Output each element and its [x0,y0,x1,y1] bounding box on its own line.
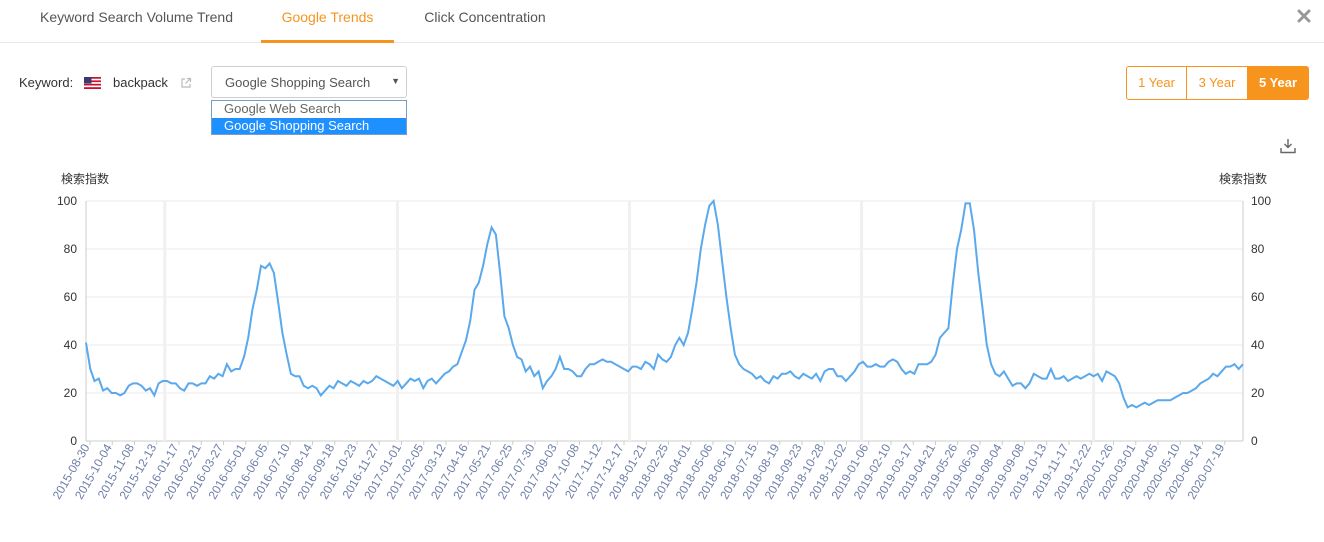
download-icon[interactable] [1279,137,1297,155]
external-link-icon[interactable] [180,77,192,89]
range-3-year-button[interactable]: 3 Year [1187,66,1248,100]
time-range-group: 1 Year 3 Year 5 Year [1126,66,1309,100]
tab-google-trends[interactable]: Google Trends [261,0,394,43]
range-1-year-button[interactable]: 1 Year [1126,66,1187,100]
y-tick-label-right: 60 [1251,290,1265,304]
close-icon[interactable] [1294,6,1314,26]
y-tick-label-left: 80 [64,242,78,256]
y-tick-label-right: 100 [1251,194,1271,208]
option-google-web-search[interactable]: Google Web Search [224,101,341,116]
y-axis-ticks: 0 0 20 20 40 40 60 60 80 80 100 100 [57,194,1271,448]
year-boundary-band [1092,201,1096,441]
keyword-label: Keyword: [19,75,74,90]
y-axis-label-left: 検索指数 [61,171,109,186]
y-tick-label-right: 0 [1251,434,1258,448]
keyword-value: backpack [113,75,168,90]
series-line [85,198,1244,409]
search-source-selected: Google Shopping Search [225,75,371,90]
year-boundary-band [396,201,399,441]
chevron-down-icon: ▼ [391,76,400,86]
year-boundary-band [860,201,864,441]
y-tick-label-right: 80 [1251,242,1265,256]
search-source-dropdown: Google Web Search Google Shopping Search [211,100,407,135]
y-tick-label-left: 40 [64,338,78,352]
option-google-shopping-search[interactable]: Google Shopping Search [212,118,406,134]
y-tick-label-right: 40 [1251,338,1265,352]
us-flag-icon [84,77,101,89]
search-source-select[interactable]: Google Shopping Search ▼ [211,66,407,98]
y-tick-label-left: 100 [57,194,77,208]
tab-bar: Keyword Search Volume Trend Google Trend… [0,0,1324,43]
y-tick-label-right: 20 [1251,386,1265,400]
year-boundary-band [628,201,632,441]
year-boundary-bands [163,201,1096,441]
y-axis-label-right: 検索指数 [1219,171,1267,186]
range-5-year-button[interactable]: 5 Year [1248,66,1309,100]
year-boundary-band [163,201,167,441]
x-axis-ticks: 2015-08-302015-10-042015-11-082015-12-13… [50,441,1228,502]
y-tick-label-left: 20 [64,386,78,400]
y-tick-label-left: 60 [64,290,78,304]
y-tick-label-left: 0 [70,434,77,448]
chart-grid [85,200,1244,442]
tab-keyword-search-volume-trend[interactable]: Keyword Search Volume Trend [40,9,233,25]
tab-click-concentration[interactable]: Click Concentration [424,9,546,25]
